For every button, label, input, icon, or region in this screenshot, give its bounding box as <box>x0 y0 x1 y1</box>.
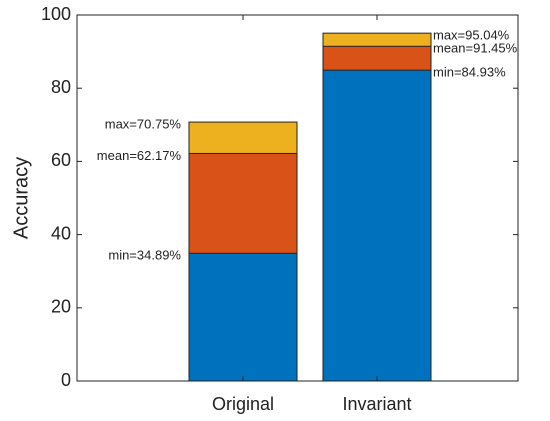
plot-frame <box>76 14 519 382</box>
bar <box>188 252 298 382</box>
bar <box>322 69 432 382</box>
x-tick-label: Original <box>212 394 274 414</box>
y-tick-label: 100 <box>41 4 71 24</box>
value-label: mean=62.17% <box>97 148 182 163</box>
value-label: max=95.04% <box>433 28 510 43</box>
y-tick-label: 0 <box>61 370 71 390</box>
y-tick-label: 80 <box>51 77 71 97</box>
value-label: min=34.89% <box>108 248 181 263</box>
value-label: mean=91.45% <box>433 41 518 56</box>
y-tick-label: 20 <box>51 297 71 317</box>
value-label: max=70.75% <box>105 116 182 131</box>
x-tick-label: Invariant <box>342 394 411 414</box>
y-tick-label: 60 <box>51 150 71 170</box>
value-label: min=84.93% <box>433 65 506 80</box>
y-axis-label: Accuracy <box>10 157 32 239</box>
y-tick-label: 40 <box>51 223 71 243</box>
